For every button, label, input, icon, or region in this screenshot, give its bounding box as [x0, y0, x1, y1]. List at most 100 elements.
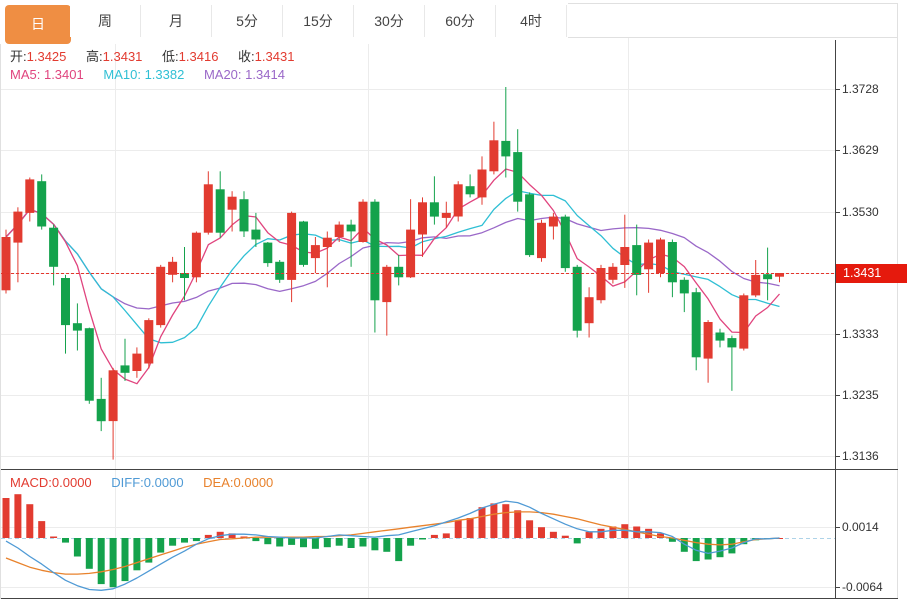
candle-body — [465, 186, 475, 195]
candle-body — [763, 274, 773, 280]
candle-body — [501, 140, 511, 157]
tab-30分[interactable]: 30分 — [354, 5, 425, 37]
candle-body — [584, 297, 594, 324]
macd-histogram-bar — [430, 534, 438, 538]
candle-body — [96, 398, 106, 422]
candle-body — [13, 211, 23, 243]
candle-body — [191, 232, 201, 278]
macd-histogram-bar — [597, 528, 605, 538]
tab-60分[interactable]: 60分 — [425, 5, 496, 37]
macd-histogram-bar — [311, 538, 319, 549]
macd-histogram-bar — [668, 538, 676, 542]
candle-body — [346, 224, 356, 232]
macd-histogram-bar — [323, 538, 331, 548]
candle-body — [322, 237, 332, 247]
macd-histogram-bar — [145, 538, 153, 563]
macd-histogram-bar — [300, 538, 307, 548]
macd-histogram-bar — [502, 504, 510, 538]
diff-value: DIFF:0.0000 — [111, 475, 184, 490]
candle-body — [61, 278, 70, 326]
candle-body — [620, 247, 630, 265]
ma-legend: MA5: 1.3401 MA10: 1.3382 MA20: 1.3414 — [10, 67, 301, 82]
candle-body — [358, 201, 368, 242]
candle-body — [406, 229, 416, 278]
macd-histogram-bar — [50, 536, 58, 538]
candle-body — [49, 227, 59, 267]
candle-body — [72, 323, 82, 331]
ma5-value: MA5: 1.3401 — [10, 67, 84, 82]
macd-histogram-bar — [407, 538, 415, 546]
macd-histogram-bar — [133, 538, 141, 571]
macd-histogram-bar — [240, 536, 248, 538]
candle-body — [310, 245, 320, 259]
macd-histogram-bar — [216, 531, 224, 538]
macd-histogram-bar — [157, 538, 165, 553]
tab-日[interactable]: 日 — [5, 5, 71, 44]
candle-body — [215, 189, 225, 233]
macd-histogram-bar — [62, 538, 69, 543]
candle-body — [739, 295, 749, 349]
candle-body — [775, 273, 784, 277]
candle-body — [299, 221, 308, 265]
candle-body — [691, 292, 701, 358]
macd-histogram-bar — [609, 526, 617, 538]
y-axis-label: 1.3136 — [842, 449, 879, 463]
ma20-value: MA20: 1.3414 — [203, 67, 285, 82]
tab-15分[interactable]: 15分 — [283, 5, 354, 37]
macd-histogram-bar — [264, 538, 272, 545]
open-value: 开:1.3425 — [10, 49, 67, 64]
macd-histogram-bar — [728, 538, 736, 554]
macd-value: MACD:0.0000 — [10, 475, 92, 490]
candle-body — [751, 274, 761, 296]
container-border — [0, 3, 898, 599]
macd-histogram-bar — [109, 538, 117, 588]
macd-histogram-bar — [97, 538, 105, 585]
macd-histogram-bar — [526, 520, 534, 538]
tab-周[interactable]: 周 — [70, 5, 141, 37]
candle-body — [370, 201, 380, 301]
macd-histogram-bar — [561, 535, 569, 538]
ma20-line — [5, 208, 780, 310]
macd-histogram-bar — [85, 538, 93, 569]
candle-body — [25, 179, 35, 213]
candle-body — [108, 370, 118, 422]
macd-histogram-bar — [514, 510, 522, 538]
macd-histogram-bar — [38, 521, 46, 538]
tab-4时[interactable]: 4时 — [496, 5, 567, 37]
candle-body — [441, 212, 451, 218]
y-axis-label: 1.3333 — [842, 327, 879, 341]
tab-月[interactable]: 月 — [141, 5, 212, 37]
candle-body — [644, 242, 654, 270]
candle-body — [489, 140, 499, 172]
macd-histogram-bar — [371, 538, 379, 551]
macd-histogram-bar — [395, 538, 403, 562]
candle-body — [180, 273, 189, 278]
candle-body — [703, 322, 713, 359]
candle-body — [727, 338, 737, 348]
macd-histogram-bar — [585, 531, 593, 538]
macd-histogram-bar — [252, 538, 260, 542]
dea-line — [5, 511, 780, 575]
tab-5分[interactable]: 5分 — [212, 5, 283, 37]
macd-histogram-bar — [2, 498, 10, 538]
candle-body — [382, 266, 392, 303]
macd-histogram-bar — [288, 538, 296, 545]
candle-body — [418, 202, 427, 235]
macd-histogram-bar — [181, 538, 188, 543]
ma5-line — [5, 168, 780, 385]
close-value: 收:1.3431 — [238, 49, 295, 64]
macd-histogram-bar — [466, 518, 474, 538]
macd-histogram-bar — [454, 520, 462, 538]
candle-body — [525, 194, 535, 256]
macd-histogram-bar — [359, 538, 367, 547]
diff-line — [5, 500, 780, 591]
y-axis-label: 1.3530 — [842, 205, 879, 219]
macd-histogram-bar — [478, 507, 486, 538]
candle-body — [1, 237, 11, 291]
period-tabbar: 日周月 5分 15分 30分 60分 4时 — [0, 3, 568, 44]
candle-body — [132, 353, 142, 371]
candle-body — [168, 261, 178, 275]
candle-body — [656, 239, 665, 273]
